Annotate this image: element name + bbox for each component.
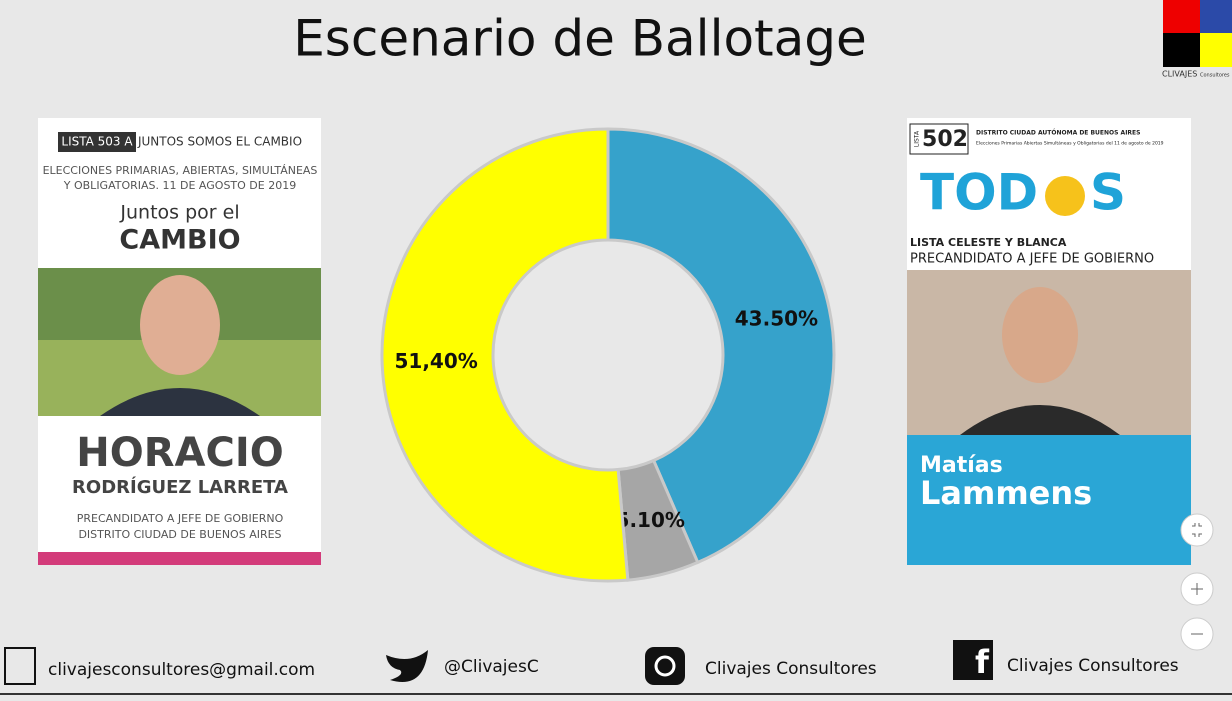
election: Y OBLIGATORIAS. 11 DE AGOSTO DE 2019 [63, 179, 296, 192]
front: JUNTOS SOMOS EL CAMBIO [137, 135, 302, 149]
district: DISTRITO CIUDAD DE BUENOS AIRES [78, 528, 281, 541]
election: ELECCIONES PRIMARIAS, ABIERTAS, SIMULTÁN… [43, 164, 318, 177]
party: S [1090, 164, 1126, 222]
email: clivajesconsultores@gmail.com [48, 660, 315, 680]
left-ballot: LISTA 503 A JUNTOS SOMOS EL CAMBIO ELECC… [38, 118, 321, 565]
logo-black [1163, 33, 1200, 67]
party: Juntos por el [119, 202, 239, 224]
email-icon [4, 647, 36, 685]
list-box [909, 123, 969, 155]
chart-title: Escenario de Ballotage [293, 10, 867, 68]
logo-yellow [1200, 33, 1232, 67]
face [140, 275, 220, 375]
name-box [907, 435, 1191, 565]
zoom-in-button[interactable] [1180, 572, 1214, 606]
list: LISTA 503 A [61, 135, 133, 149]
right-ballot: LISTA 502 DISTRITO CIUDAD AUTÓNOMA DE BU… [907, 118, 1191, 565]
logo: CLIVAJES Consultores [1162, 0, 1232, 79]
facebook: Clivajes Consultores [1007, 656, 1179, 676]
face [1002, 287, 1078, 383]
role: PRECANDIDATO A JEFE DE GOBIERNO [77, 512, 284, 525]
sun [1045, 176, 1085, 216]
party: TOD [920, 164, 1038, 222]
list-word: LISTA [914, 130, 921, 147]
donut-slice [606, 127, 836, 565]
shirt [960, 405, 1120, 435]
logo-suffix: Consultores [1200, 73, 1230, 79]
facebook-f: f [975, 643, 990, 681]
candidate-name: HORACIO [76, 430, 283, 476]
candidate-name: Matías [920, 453, 1003, 478]
donut-chart: 43.50% 5.10% 51,40% [380, 127, 836, 583]
candidate-surname: RODRÍGUEZ LARRETA [72, 476, 288, 498]
logo-name: CLIVAJES [1162, 70, 1197, 79]
value-label: 43.50% [735, 307, 818, 331]
logo-red [1163, 0, 1200, 33]
zoom-out-button[interactable] [1180, 617, 1214, 651]
instagram: Clivajes Consultores [705, 659, 877, 679]
donut-slice [380, 127, 630, 583]
facebook-icon [953, 640, 993, 680]
stripe [38, 552, 321, 565]
value-label: 51,40% [395, 349, 478, 373]
footer: clivajesconsultores@gmail.com @ClivajesC… [0, 640, 1232, 695]
twitter-icon [386, 650, 428, 682]
party: CAMBIO [119, 225, 240, 256]
role: PRECANDIDATO A JEFE DE GOBIERNO [910, 252, 1154, 267]
district: DISTRITO CIUDAD AUTÓNOMA DE BUENOS AIRES [976, 130, 1140, 137]
election: Elecciones Primarias Abiertas Simultánea… [976, 140, 1164, 147]
list-box [58, 132, 136, 152]
list: 502 [922, 127, 968, 152]
instagram-icon [645, 647, 685, 685]
fullscreen-button[interactable] [1180, 513, 1214, 547]
list-name: LISTA CELESTE Y BLANCA [910, 236, 1067, 249]
logo-blue [1200, 0, 1232, 33]
twitter: @ClivajesC [444, 657, 539, 677]
value-label: 5.10% [616, 508, 685, 532]
shirt [100, 388, 260, 416]
candidate-surname: Lammens [920, 474, 1092, 512]
